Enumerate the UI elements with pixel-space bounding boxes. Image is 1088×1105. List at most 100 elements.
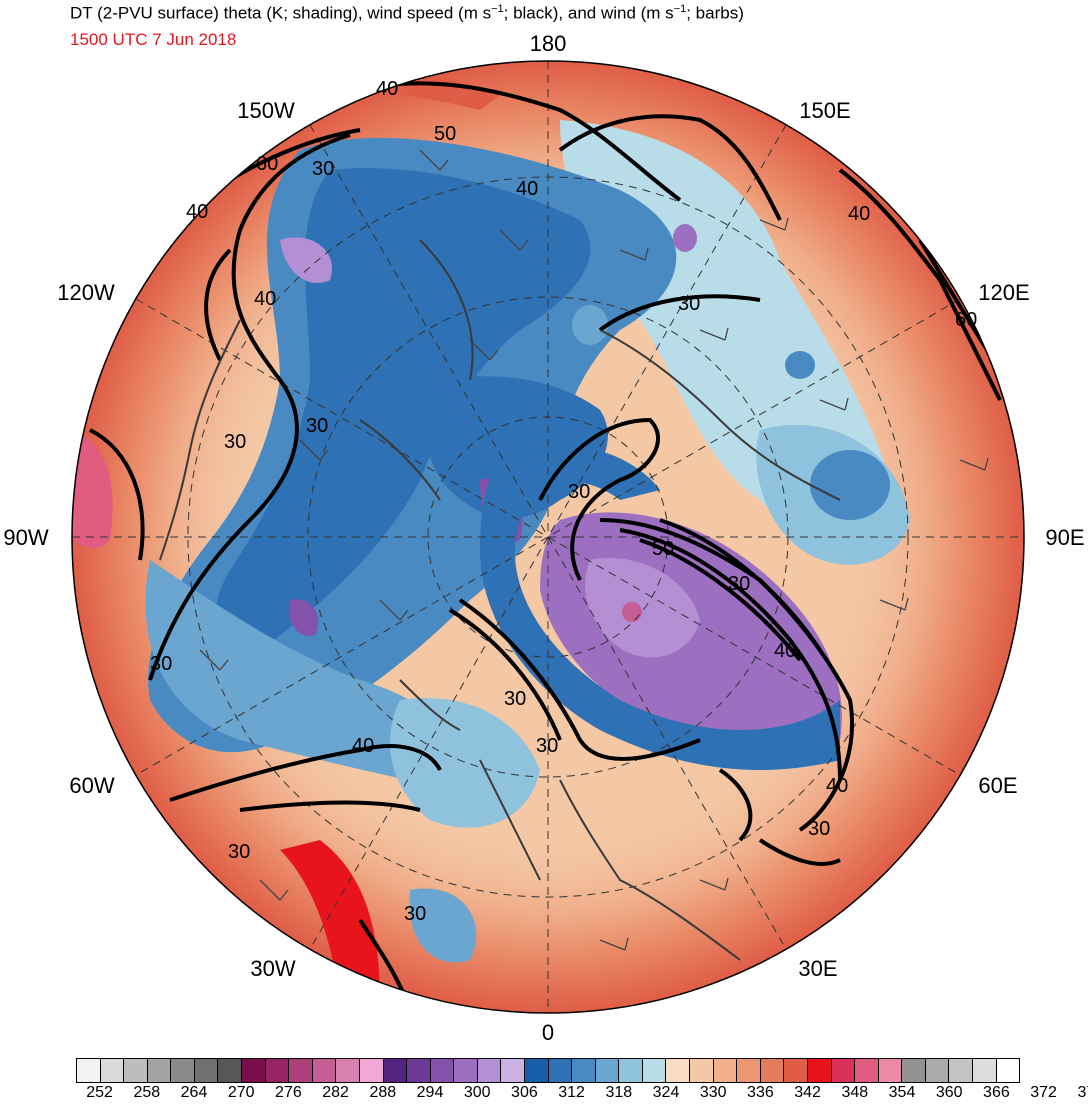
- colorbar-swatch: [477, 1059, 502, 1082]
- colorbar-tick-label: 330: [699, 1084, 727, 1101]
- contour-label: 30: [504, 688, 526, 710]
- contour-label: 40: [826, 775, 848, 797]
- colorbar-swatch: [383, 1059, 408, 1082]
- colorbar-swatch: [100, 1059, 125, 1082]
- contour-label: 30: [728, 573, 750, 595]
- colorbar-tick-label: 336: [747, 1084, 774, 1101]
- colorbar-swatch: [855, 1059, 879, 1082]
- coastlines: [159, 239, 841, 961]
- colorbar-swatch: [572, 1059, 596, 1082]
- colorbar-swatch: [831, 1059, 856, 1082]
- colorbar-swatch: [194, 1059, 219, 1082]
- colorbar-swatch: [666, 1059, 691, 1082]
- lon-label-120e: 120E: [978, 280, 1029, 305]
- graticule: [72, 61, 1024, 1013]
- wind-barbs: [199, 149, 989, 951]
- colorbar-swatch: [430, 1059, 455, 1082]
- colorbar-swatch: [807, 1059, 832, 1082]
- colorbar-tick-label: 276: [275, 1084, 302, 1101]
- colorbar-tick-label: 282: [322, 1084, 349, 1101]
- colorbar-tick-label: 252: [86, 1084, 113, 1101]
- colorbar-tick-label: 300: [463, 1084, 491, 1101]
- theta-colorbar: [76, 1058, 1020, 1083]
- colorbar-swatch: [171, 1059, 195, 1082]
- colorbar-tick-label: 354: [888, 1084, 916, 1101]
- colorbar-swatch: [242, 1059, 266, 1082]
- contour-label: 30: [404, 903, 426, 925]
- lon-label-30e: 30E: [798, 956, 837, 981]
- colorbar-tick-label: 324: [652, 1084, 680, 1101]
- colorbar-swatch: [336, 1059, 360, 1082]
- lon-label-120w: 120W: [57, 280, 115, 305]
- colorbar-swatch: [949, 1059, 973, 1082]
- contour-label: 30: [306, 415, 328, 437]
- lon-label-60w: 60W: [69, 773, 114, 798]
- colorbar-tick-label: 318: [605, 1084, 633, 1101]
- contour-label: 40: [186, 201, 208, 223]
- colorbar-swatch: [972, 1059, 997, 1082]
- contour-label: 60: [955, 309, 977, 331]
- colorbar-swatch: [124, 1059, 148, 1082]
- contour-label: 30: [678, 293, 700, 315]
- colorbar-swatch: [925, 1059, 950, 1082]
- wind-speed-contours: [89, 81, 1002, 1011]
- longitude-labels: 180 150E 120E 90E 60E 30E 0 30W 60W 90W …: [3, 31, 1084, 1045]
- contour-label: 40: [254, 288, 276, 310]
- lon-label-150e: 150E: [799, 98, 850, 123]
- map-title: DT (2-PVU surface) theta (K; shading), w…: [70, 3, 744, 23]
- contour-label: 40: [516, 178, 538, 200]
- lon-label-90e: 90E: [1045, 525, 1084, 550]
- colorbar-tick-labels: 252 258 264 270 276 282 288 294 300 306 312 318 324 3…: [76, 1084, 1088, 1104]
- colorbar-swatch: [996, 1059, 1020, 1082]
- colorbar-tick-label: 306: [511, 1084, 538, 1101]
- contour-label: 30: [536, 735, 558, 757]
- colorbar-tick-label: 348: [841, 1084, 869, 1101]
- valid-time: 1500 UTC 7 Jun 2018: [70, 30, 237, 49]
- contour-label: 50: [652, 538, 674, 560]
- lon-label-180: 180: [530, 31, 567, 56]
- colorbar-tick-label: 270: [227, 1084, 255, 1101]
- contour-label: 30: [224, 431, 246, 453]
- lon-label-30w: 30W: [250, 956, 295, 981]
- colorbar-tick-label: 342: [794, 1084, 821, 1101]
- contour-label: 30: [808, 818, 830, 840]
- colorbar-tick-label: 378: [1077, 1084, 1088, 1101]
- colorbar-swatch: [407, 1059, 431, 1082]
- lon-label-60e: 60E: [978, 773, 1017, 798]
- colorbar-swatch: [760, 1059, 785, 1082]
- colorbar-swatch: [359, 1059, 384, 1082]
- colorbar-tick-label: 372: [1030, 1084, 1057, 1101]
- colorbar-swatch: [265, 1059, 290, 1082]
- colorbar-tick-label: 264: [180, 1084, 208, 1101]
- colorbar-swatch: [713, 1059, 738, 1082]
- colorbar-swatch: [548, 1059, 573, 1082]
- colorbar-swatch: [784, 1059, 808, 1082]
- colorbar-swatch: [147, 1059, 172, 1082]
- colorbar-swatch: [77, 1059, 101, 1082]
- colorbar-tick-label: 366: [983, 1084, 1010, 1101]
- colorbar-swatch: [595, 1059, 620, 1082]
- contour-label: 30: [150, 653, 172, 675]
- contour-label: 30: [568, 481, 590, 503]
- lon-label-150w: 150W: [237, 98, 295, 123]
- contour-label: 30: [228, 841, 250, 863]
- colorbar-swatch: [454, 1059, 478, 1082]
- colorbar-tick-label: 312: [558, 1084, 585, 1101]
- contour-label: 60: [256, 153, 278, 175]
- contour-labels: 40 50 30 40 60 40 40 30 30 30 30 30 50 3…: [150, 78, 977, 925]
- colorbar-tick-label: 294: [416, 1084, 444, 1101]
- colorbar-swatch: [737, 1059, 761, 1082]
- contour-label: 30: [312, 158, 334, 180]
- colorbar-swatch: [902, 1059, 926, 1082]
- colorbar-swatch: [524, 1059, 549, 1082]
- colorbar-swatch: [218, 1059, 243, 1082]
- lon-label-90w: 90W: [3, 525, 48, 550]
- colorbar-tick-label: 288: [369, 1084, 397, 1101]
- contour-label: 50: [434, 123, 456, 145]
- contour-label: 40: [848, 203, 870, 225]
- colorbar-tick-label: 258: [133, 1084, 161, 1101]
- colorbar-swatch: [878, 1059, 903, 1082]
- colorbar-swatch: [289, 1059, 313, 1082]
- contour-label: 40: [376, 78, 398, 100]
